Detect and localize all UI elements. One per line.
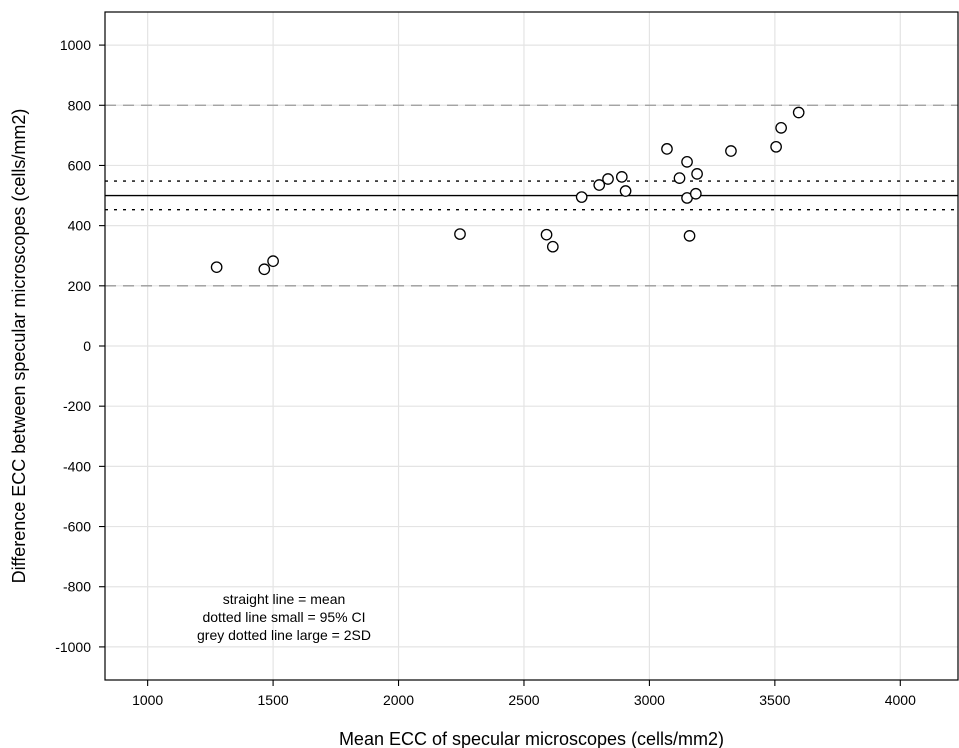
reference-lines bbox=[105, 104, 958, 287]
y-tick-label: -400 bbox=[63, 458, 91, 474]
data-point bbox=[775, 121, 787, 134]
data-point bbox=[792, 106, 805, 119]
y-tick-label: 800 bbox=[68, 97, 92, 113]
x-tick-label: 3500 bbox=[759, 692, 790, 708]
data-point bbox=[683, 230, 696, 242]
x-tick-label: 4000 bbox=[885, 692, 916, 708]
data-point bbox=[593, 179, 606, 191]
y-axis-title: Difference ECC between specular microsco… bbox=[9, 109, 29, 584]
data-points bbox=[210, 106, 805, 276]
data-point bbox=[258, 263, 271, 276]
data-point bbox=[615, 171, 628, 183]
note-line-mean: straight line = mean bbox=[223, 591, 346, 607]
data-point bbox=[725, 145, 737, 157]
data-point bbox=[210, 261, 223, 274]
data-point bbox=[691, 168, 703, 180]
grid bbox=[105, 12, 958, 680]
data-point bbox=[267, 255, 279, 267]
data-point bbox=[454, 228, 466, 240]
data-point bbox=[661, 143, 673, 155]
data-point bbox=[602, 173, 614, 185]
x-tick-label: 1500 bbox=[258, 692, 289, 708]
y-tick-label: 200 bbox=[68, 278, 92, 294]
y-tick-label: 0 bbox=[83, 338, 91, 354]
y-tick-label: -200 bbox=[63, 398, 91, 414]
x-tick-label: 2500 bbox=[508, 692, 539, 708]
note-line-ci: dotted line small = 95% CI bbox=[202, 609, 365, 625]
x-tick-label: 2000 bbox=[383, 692, 414, 708]
legend-note: straight line = mean dotted line small =… bbox=[197, 591, 371, 643]
data-point bbox=[540, 228, 553, 241]
data-point bbox=[546, 240, 559, 253]
note-line-2sd: grey dotted line large = 2SD bbox=[197, 627, 371, 643]
x-tick-label: 3000 bbox=[634, 692, 665, 708]
y-tick-label: 400 bbox=[68, 218, 92, 234]
x-axis-ticks: 1000 1500 2000 2500 3000 3500 4000 bbox=[132, 680, 916, 708]
y-axis-ticks: 1000 800 600 400 200 0 -200 -400 -600 -800 -1000 bbox=[55, 37, 105, 655]
y-tick-label: 600 bbox=[68, 157, 92, 173]
x-tick-label: 1000 bbox=[132, 692, 163, 708]
y-tick-label: -1000 bbox=[55, 639, 91, 655]
y-tick-label: -600 bbox=[63, 519, 91, 535]
data-point bbox=[575, 191, 588, 203]
data-point bbox=[673, 172, 686, 184]
data-point bbox=[689, 187, 702, 200]
y-tick-label: 1000 bbox=[60, 37, 91, 53]
data-point bbox=[681, 155, 693, 168]
x-axis-title: Mean ECC of specular microscopes (cells/… bbox=[339, 729, 724, 748]
data-point bbox=[619, 185, 632, 197]
data-point bbox=[770, 140, 782, 153]
y-tick-label: -800 bbox=[63, 579, 91, 595]
